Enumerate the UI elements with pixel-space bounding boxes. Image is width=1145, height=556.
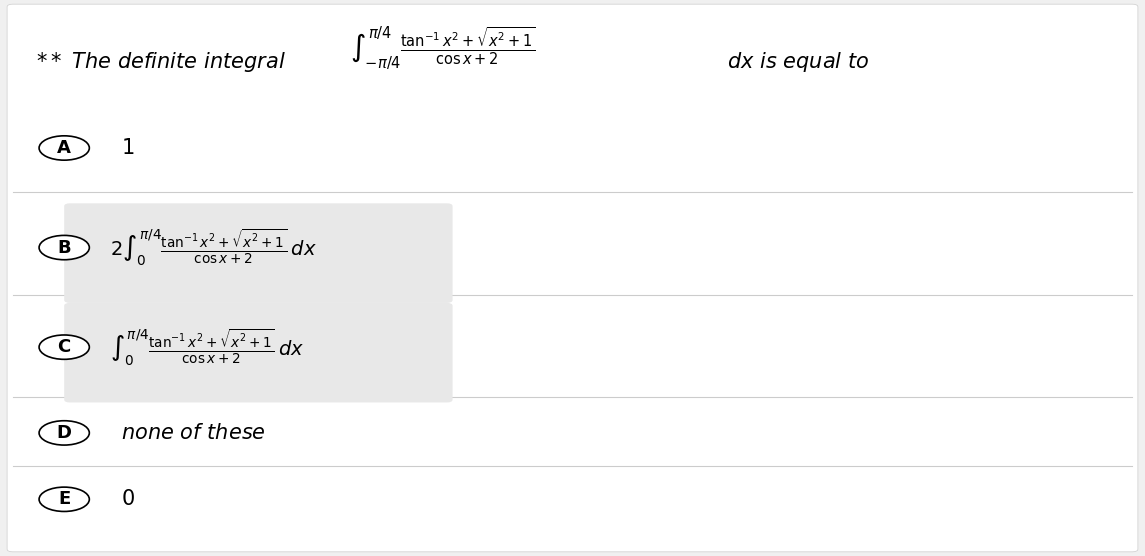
FancyBboxPatch shape [64, 303, 452, 403]
Circle shape [39, 136, 89, 160]
Text: E: E [58, 490, 70, 508]
Circle shape [39, 421, 89, 445]
Text: A: A [57, 139, 71, 157]
Text: $0$: $0$ [121, 489, 135, 509]
Text: $2\int_{0}^{\pi/4} \frac{\tan^{-1}x^2 + \sqrt{x^2+1}}{\cos x + 2}\,dx$: $2\int_{0}^{\pi/4} \frac{\tan^{-1}x^2 + … [110, 227, 317, 268]
Circle shape [39, 335, 89, 359]
Text: $**$ $\mathit{The\ definite\ integral}$: $**$ $\mathit{The\ definite\ integral}$ [35, 50, 285, 75]
Text: B: B [57, 239, 71, 256]
Text: $\int_{0}^{\pi/4} \frac{\tan^{-1}x^2 + \sqrt{x^2+1}}{\cos x + 2}\,dx$: $\int_{0}^{\pi/4} \frac{\tan^{-1}x^2 + \… [110, 327, 305, 368]
Text: $\int_{-\pi/4}^{\pi/4} \frac{\tan^{-1}x^2 + \sqrt{x^2+1}}{\cos x + 2}$: $\int_{-\pi/4}^{\pi/4} \frac{\tan^{-1}x^… [349, 24, 536, 72]
Circle shape [39, 487, 89, 512]
Text: $\mathit{none\ of\ these}$: $\mathit{none\ of\ these}$ [121, 423, 266, 443]
FancyBboxPatch shape [64, 203, 452, 303]
Text: $\mathit{dx\ is\ equal\ to}$: $\mathit{dx\ is\ equal\ to}$ [727, 50, 869, 75]
Text: D: D [57, 424, 72, 442]
Text: C: C [57, 338, 71, 356]
Circle shape [39, 235, 89, 260]
FancyBboxPatch shape [7, 4, 1138, 552]
Text: $1$: $1$ [121, 138, 135, 158]
